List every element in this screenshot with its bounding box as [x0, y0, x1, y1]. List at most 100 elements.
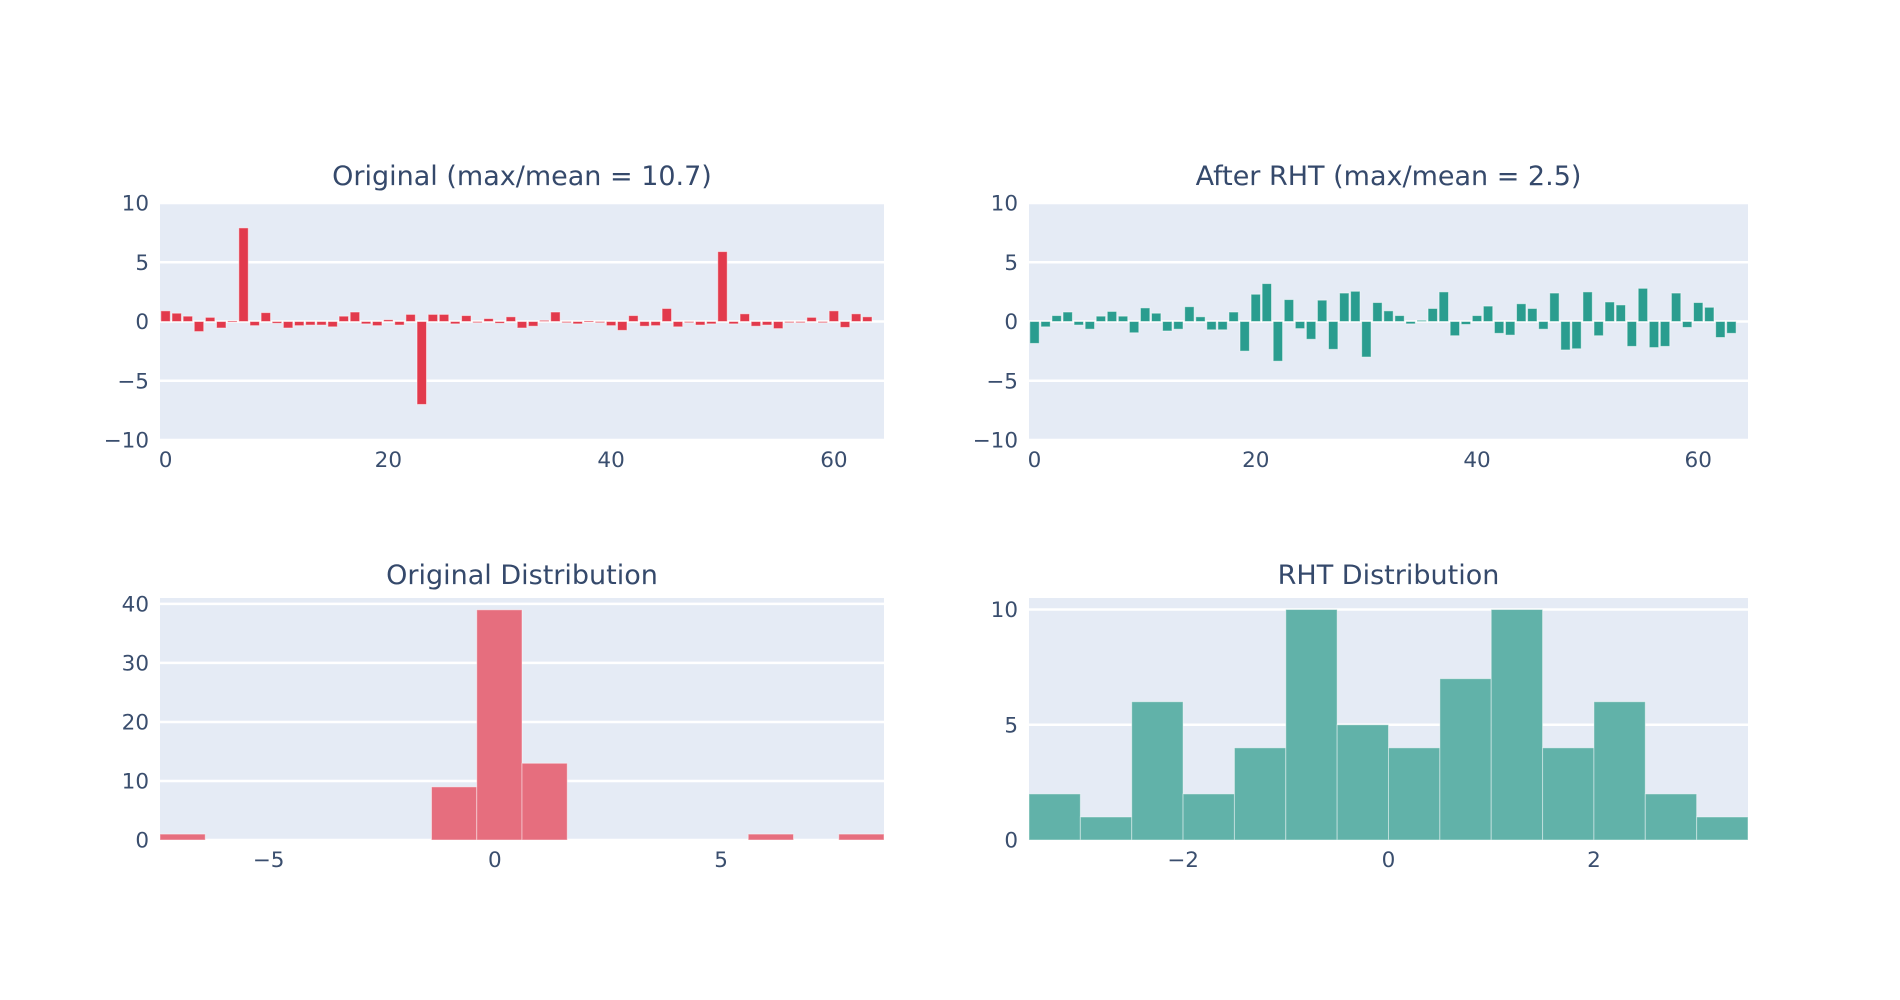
bar — [550, 311, 561, 323]
bar — [1383, 310, 1394, 323]
bar — [1626, 321, 1638, 347]
bar — [1538, 321, 1549, 330]
bar — [461, 315, 472, 322]
bar — [1106, 310, 1118, 323]
hist-bar — [1336, 724, 1389, 841]
y-tick-label: 5 — [1004, 251, 1018, 276]
bar — [1405, 321, 1416, 325]
y-tick-label: 0 — [135, 829, 149, 854]
y-tick-label: 40 — [122, 592, 149, 617]
bar — [1648, 321, 1660, 349]
panel-original-signal: Original (max/mean = 10.7) 0 20 40 60 −10 −5 0… — [60, 130, 910, 495]
hist-bar — [476, 609, 523, 841]
bar — [1184, 306, 1195, 322]
bar — [193, 321, 205, 333]
bar — [1615, 304, 1626, 323]
bar — [1427, 307, 1438, 322]
bar — [1593, 321, 1604, 337]
bar — [539, 319, 550, 323]
rht-signal-title: After RHT (max/mean = 2.5) — [1195, 161, 1582, 192]
bar — [1504, 321, 1516, 336]
bar — [1228, 311, 1239, 323]
bar — [1084, 321, 1096, 330]
bar — [1361, 321, 1372, 358]
rht-distribution-title: RHT Distribution — [1277, 560, 1500, 591]
bar — [282, 321, 294, 329]
hist-bar — [838, 833, 885, 841]
bar — [828, 310, 840, 323]
bar — [260, 312, 272, 323]
bar — [1350, 290, 1361, 323]
y-tick-label: −5 — [117, 369, 149, 394]
bar — [327, 321, 338, 328]
bar — [572, 321, 583, 325]
hist-bar — [1644, 793, 1698, 841]
bar — [1261, 283, 1273, 322]
original-distribution-plot: −5 0 5 0 10 20 30 40 — [122, 592, 885, 873]
bar — [750, 321, 762, 327]
bar — [516, 321, 528, 329]
bar — [394, 321, 405, 326]
hist-bar — [1490, 609, 1544, 841]
bar — [505, 316, 517, 322]
bar — [561, 321, 572, 324]
bar — [1062, 311, 1073, 323]
bar — [494, 321, 505, 324]
bar — [249, 321, 260, 327]
bar — [1195, 316, 1206, 322]
rht-signal-plot: 0 20 40 60 −10 −5 0 5 10 — [973, 192, 1748, 473]
bar — [416, 321, 427, 405]
bar — [271, 321, 283, 324]
bar — [594, 321, 606, 324]
bar — [772, 321, 784, 330]
original-distribution-title: Original Distribution — [386, 560, 658, 591]
bar — [1339, 292, 1350, 322]
x-tick-label: 0 — [1028, 448, 1042, 473]
y-tick-label: 10 — [991, 598, 1018, 623]
bar — [639, 321, 650, 327]
bar — [1416, 319, 1427, 323]
bar — [628, 315, 639, 322]
y-tick-label: 10 — [122, 769, 149, 794]
bar — [204, 316, 216, 322]
bar — [1659, 321, 1671, 347]
bar — [1239, 321, 1250, 352]
bar — [371, 321, 383, 327]
bar — [761, 321, 773, 326]
y-tick-label: 10 — [122, 192, 149, 217]
original-signal-plot: 0 20 40 60 −10 −5 0 5 10 — [104, 192, 884, 473]
bar — [1637, 287, 1649, 323]
bar — [1162, 321, 1173, 332]
bar — [1438, 291, 1450, 322]
bar — [1604, 301, 1615, 322]
bar — [1305, 321, 1317, 340]
panel-rht-distribution: RHT Distribution −2 0 2 0 5 10 — [930, 530, 1780, 905]
bar — [717, 251, 728, 322]
bar — [839, 321, 851, 328]
bar — [383, 319, 394, 323]
y-tick-label: 0 — [1004, 310, 1018, 335]
bar — [672, 321, 684, 328]
hist-bar — [1131, 701, 1184, 841]
bar — [1726, 321, 1737, 334]
bar — [706, 321, 717, 325]
bar — [1460, 321, 1472, 325]
bar — [405, 313, 416, 322]
x-tick-label: 0 — [488, 848, 502, 873]
y-tick-label: 0 — [1004, 829, 1018, 854]
y-tick-label: 30 — [122, 651, 149, 676]
bar — [1394, 315, 1405, 322]
hist-bar — [1593, 701, 1646, 841]
bar — [316, 321, 327, 326]
bar — [1327, 321, 1339, 350]
bar — [1217, 321, 1228, 331]
panel-rht-signal: After RHT (max/mean = 2.5) 0 20 40 60 −10 −5 0… — [930, 130, 1780, 495]
y-tick-label: −10 — [973, 429, 1018, 454]
y-tick-label: −10 — [104, 429, 149, 454]
bar — [661, 307, 673, 322]
bar — [605, 321, 617, 327]
bar — [1128, 321, 1140, 334]
bar — [1051, 315, 1062, 322]
